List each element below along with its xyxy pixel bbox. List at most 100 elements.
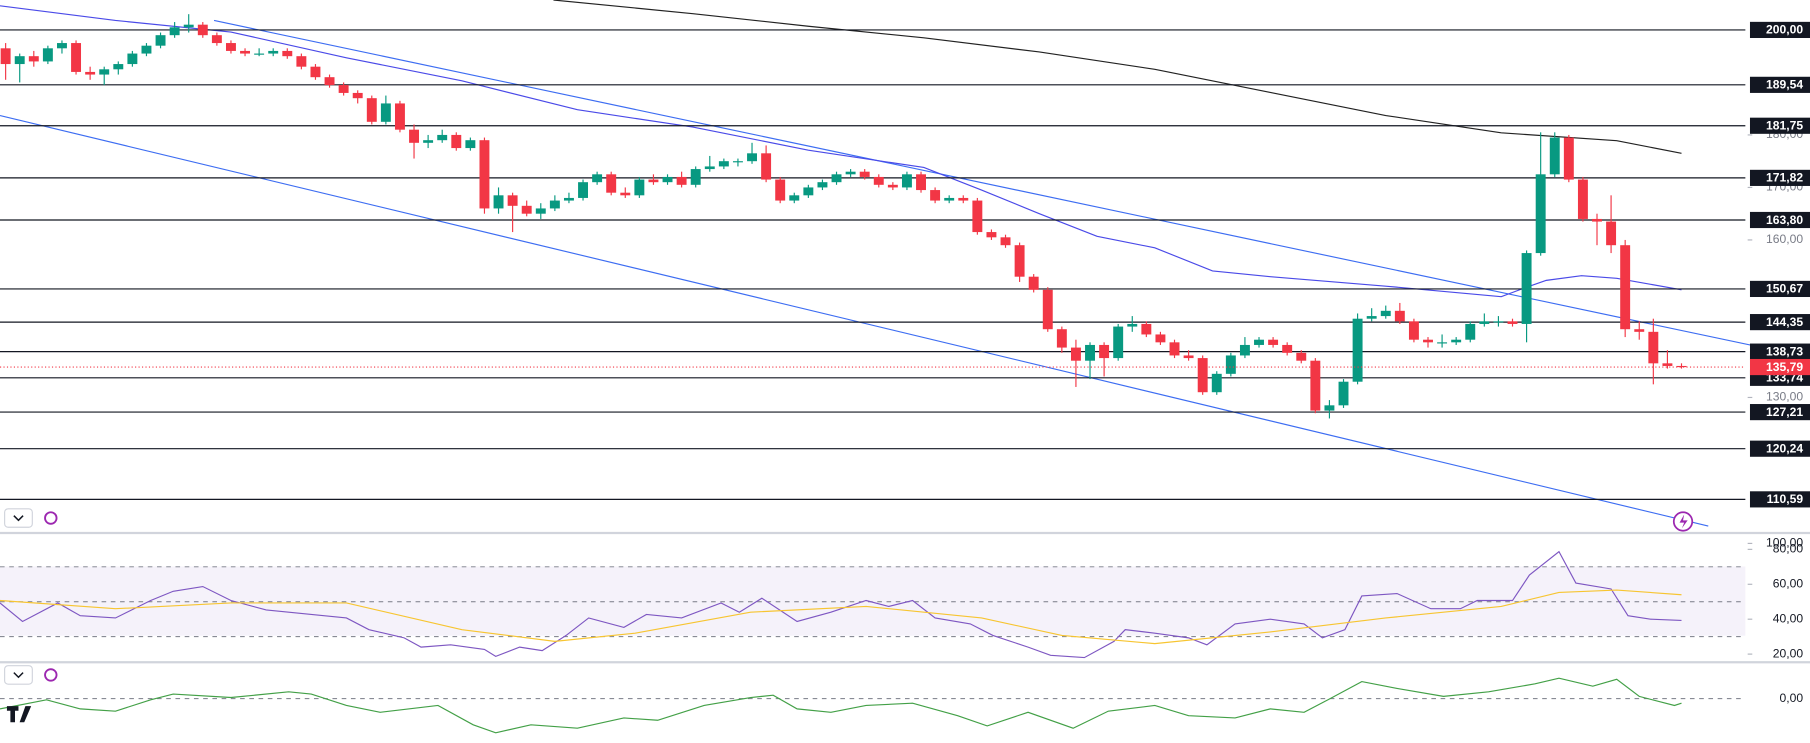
level-label-bg xyxy=(1749,404,1810,421)
candle-body xyxy=(1239,344,1250,356)
candle-body xyxy=(183,24,194,28)
candle-body xyxy=(127,53,138,65)
candle-body xyxy=(479,140,490,209)
candle-body xyxy=(352,92,363,99)
candle-body xyxy=(1085,344,1095,361)
candle-body xyxy=(1028,276,1039,290)
candle-body xyxy=(732,161,743,163)
rsi-line xyxy=(0,550,1682,659)
candle-body xyxy=(634,179,645,196)
candle-body xyxy=(380,103,391,122)
level-label-bg xyxy=(1749,491,1810,508)
candle-body xyxy=(1465,323,1476,340)
candle-body xyxy=(1155,334,1166,343)
candle-body xyxy=(972,200,983,233)
candle-body xyxy=(1408,321,1419,340)
level-label: 189,54 xyxy=(1766,78,1803,92)
candle-body xyxy=(1056,329,1067,348)
rsi-tick-label: 40,00 xyxy=(1773,611,1804,625)
candle-body xyxy=(1000,237,1011,246)
candle-body xyxy=(254,53,265,55)
candle-body xyxy=(606,174,617,193)
candle-body xyxy=(1563,137,1574,180)
candle-body xyxy=(563,197,574,201)
candle-body xyxy=(1606,221,1617,246)
rsi-tick-label: 20,00 xyxy=(1773,646,1804,660)
candle-body xyxy=(465,140,476,149)
candle-body xyxy=(916,174,926,191)
candle-body xyxy=(240,50,251,54)
macd-refresh-icon[interactable] xyxy=(44,668,58,682)
candle-body xyxy=(1676,365,1687,368)
candle-body xyxy=(1324,405,1335,411)
trendline xyxy=(213,19,1810,359)
candle-body xyxy=(1014,245,1025,277)
candle-body xyxy=(578,182,588,198)
macd-collapse-button[interactable] xyxy=(4,665,33,685)
candle-body xyxy=(113,64,124,70)
candle-body xyxy=(169,27,180,36)
candle-body xyxy=(1479,321,1490,324)
candle-body xyxy=(310,66,321,78)
level-label: 163,80 xyxy=(1766,213,1803,227)
level-label: 181,75 xyxy=(1766,119,1803,133)
candle-body xyxy=(789,195,800,201)
candle-body xyxy=(338,85,349,93)
candle-body xyxy=(620,192,631,196)
candle-body xyxy=(296,56,307,67)
candle-body xyxy=(42,48,53,62)
level-label: 200,00 xyxy=(1766,23,1803,37)
candle-body xyxy=(1493,321,1504,323)
candle-body xyxy=(1113,326,1124,359)
rsi-collapse-button[interactable] xyxy=(4,508,33,528)
level-label-bg xyxy=(1749,343,1810,360)
macd-tick-label: 0,00 xyxy=(1779,691,1803,705)
level-label-bg xyxy=(1749,211,1810,229)
candle-body xyxy=(859,171,870,177)
candle-body xyxy=(394,103,405,130)
candle-body xyxy=(1225,355,1236,374)
candle-body xyxy=(986,232,997,238)
candle-body xyxy=(1070,347,1081,361)
alert-icon[interactable] xyxy=(1672,511,1694,532)
candle-body xyxy=(437,134,448,141)
candle-body xyxy=(1141,323,1152,335)
candle-body xyxy=(761,153,772,180)
rsi-tick-label: 100,00 xyxy=(1766,536,1803,550)
level-label: 138,73 xyxy=(1766,344,1803,358)
candle-body xyxy=(1394,310,1405,322)
candle-body xyxy=(662,176,673,183)
candle-body xyxy=(282,50,293,57)
candle-body xyxy=(28,56,39,62)
candle-body xyxy=(775,179,786,201)
level-label: 110,59 xyxy=(1767,492,1804,506)
candle-body xyxy=(324,77,335,86)
rsi-tick-label: 60,00 xyxy=(1773,576,1804,590)
candle-body xyxy=(1620,245,1631,330)
level-label: 120,24 xyxy=(1766,441,1803,455)
candle-body xyxy=(14,56,25,65)
level-label-bg xyxy=(1749,314,1810,331)
candle-body xyxy=(1507,321,1518,324)
candle-body xyxy=(1211,373,1222,393)
candle-body xyxy=(1254,339,1264,345)
candle-body xyxy=(901,174,912,188)
candle-body xyxy=(831,174,842,183)
rsi-refresh-icon[interactable] xyxy=(44,511,58,525)
level-label: 127,21 xyxy=(1766,405,1803,419)
candle-body xyxy=(1535,174,1546,254)
candle-body xyxy=(225,43,236,51)
moving-average xyxy=(553,0,1682,154)
candle-body xyxy=(845,171,856,175)
candle-body xyxy=(1549,137,1560,175)
level-label-bg xyxy=(1749,440,1810,457)
candle-body xyxy=(1310,360,1321,411)
candle-body xyxy=(887,184,898,188)
candle-body xyxy=(211,35,222,44)
candle-body xyxy=(1268,339,1279,345)
level-label-bg xyxy=(1749,76,1810,93)
candle-body xyxy=(57,43,67,49)
